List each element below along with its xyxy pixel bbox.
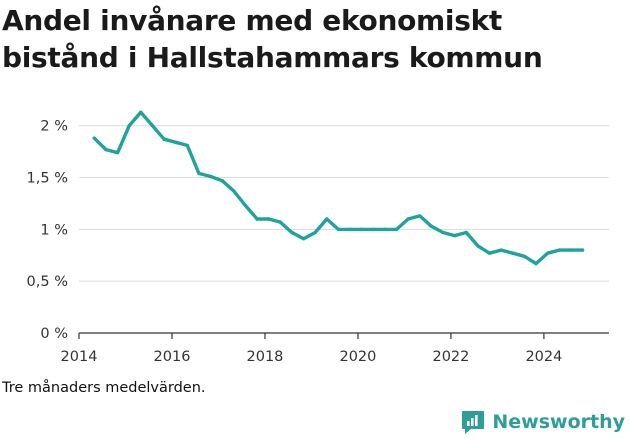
data-point <box>545 251 550 255</box>
y-tick-label: 1,5 % <box>27 171 68 187</box>
y-axis-ticks: 0 % 0,5 % 1 % 1,5 % 2 % <box>27 119 68 342</box>
newsworthy-logo-icon <box>462 411 485 434</box>
data-point <box>429 224 434 228</box>
data-point <box>162 137 166 141</box>
y-tick-label: 1 % <box>40 222 68 238</box>
data-point <box>150 124 155 128</box>
data-point <box>208 174 213 179</box>
data-point <box>557 248 561 252</box>
data-point <box>371 227 375 232</box>
data-point <box>174 140 178 145</box>
chart-note: Tre månaders medelvärden. <box>2 380 206 396</box>
data-point <box>220 178 224 183</box>
data-point <box>580 248 585 252</box>
data-point <box>418 214 422 218</box>
data-point <box>441 230 445 235</box>
data-point <box>185 143 190 148</box>
data-point <box>464 230 468 235</box>
x-tick-label: 2022 <box>432 349 469 365</box>
data-point <box>127 124 131 128</box>
data-point <box>104 147 108 152</box>
chart-title: Andel invånare med ekonomiskt bistånd i … <box>2 4 543 74</box>
x-tick-label: 2018 <box>247 349 284 365</box>
data-point <box>336 227 341 232</box>
data-point <box>139 110 143 114</box>
data-point <box>197 171 201 176</box>
data-point <box>301 236 306 241</box>
data-point <box>255 217 259 221</box>
x-tick-label: 2020 <box>339 349 376 365</box>
data-point <box>476 244 480 248</box>
data-point <box>232 189 236 193</box>
x-tick-label: 2016 <box>154 349 191 365</box>
x-tick-label: 2014 <box>61 349 98 365</box>
data-point <box>394 227 399 232</box>
series-line <box>92 110 585 266</box>
series-layer <box>92 110 585 266</box>
x-tick-label: 2024 <box>525 349 562 365</box>
data-point <box>290 230 294 235</box>
data-point <box>266 217 271 221</box>
data-point <box>522 254 527 259</box>
data-point <box>383 227 387 232</box>
data-point <box>569 248 573 252</box>
data-point <box>325 217 329 221</box>
brand: Newsworthy <box>460 409 625 435</box>
data-point <box>92 136 97 140</box>
data-point <box>487 251 492 255</box>
data-point <box>499 248 503 252</box>
data-point <box>534 261 538 266</box>
data-point <box>115 150 120 155</box>
y-tick-label: 0 % <box>40 326 68 342</box>
y-tick-label: 0,5 % <box>27 274 68 290</box>
data-point <box>406 217 410 221</box>
data-point <box>278 220 283 224</box>
data-point <box>452 233 457 238</box>
data-point <box>313 230 317 235</box>
x-axis-ticks: 2014 2016 2018 2020 2022 2024 <box>61 333 562 365</box>
data-point <box>511 251 515 255</box>
data-point <box>359 227 364 232</box>
brand-name: Newsworthy <box>492 411 625 433</box>
y-tick-label: 2 % <box>40 119 68 135</box>
data-point <box>348 227 352 232</box>
data-point <box>243 203 248 208</box>
